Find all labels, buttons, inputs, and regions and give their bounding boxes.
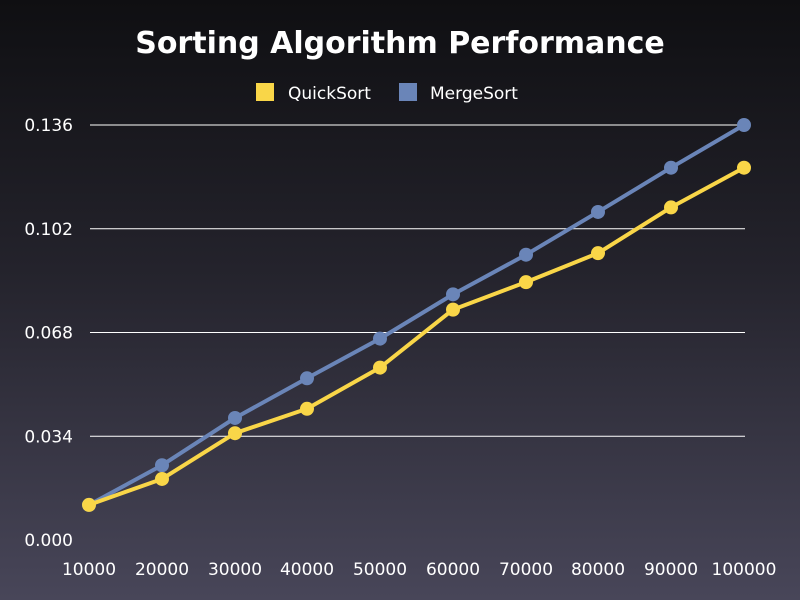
chart-title: Sorting Algorithm Performance: [135, 26, 665, 61]
legend-label-quicksort: QuickSort: [288, 84, 371, 104]
data-point-mergesort: [591, 204, 605, 219]
x-tick-label: 70000: [499, 560, 553, 580]
x-tick-label: 10000: [62, 560, 116, 580]
y-tick-label: 0.068: [24, 324, 73, 344]
x-tick-label: 80000: [571, 560, 625, 580]
data-point-quicksort: [300, 401, 314, 416]
data-point-mergesort: [300, 371, 314, 386]
data-point-mergesort: [155, 458, 169, 473]
y-axis: 0.000 0.034 0.068 0.102 0.136: [24, 116, 73, 551]
legend-swatch-quicksort: [256, 83, 274, 101]
data-point-quicksort: [737, 160, 751, 175]
x-tick-label: 30000: [208, 560, 262, 580]
data-point-mergesort: [373, 331, 387, 346]
data-point-quicksort: [591, 246, 605, 261]
data-point-quicksort: [155, 471, 169, 486]
y-tick-label: 0.034: [24, 427, 73, 447]
series-line-mergesort: [87, 123, 746, 507]
data-point-mergesort: [519, 247, 533, 262]
y-tick-label: 0.000: [24, 531, 73, 551]
x-tick-label: 100000: [712, 560, 777, 580]
legend-swatch-mergesort: [399, 83, 417, 101]
data-point-mergesort: [446, 287, 460, 302]
plot-series: [82, 118, 751, 512]
data-point-mergesort: [664, 160, 678, 175]
x-tick-label: 60000: [426, 560, 480, 580]
x-axis: 10000 20000 30000 40000 50000 60000 70000 80000…: [62, 560, 777, 580]
series-mergesort: [82, 118, 751, 512]
x-tick-label: 50000: [353, 560, 407, 580]
data-point-quicksort: [664, 200, 678, 215]
legend: QuickSort MergeSort: [256, 83, 518, 104]
y-tick-label: 0.102: [24, 220, 73, 240]
data-point-quicksort: [446, 302, 460, 317]
x-tick-label: 40000: [280, 560, 334, 580]
data-point-mergesort: [737, 118, 751, 132]
data-point-mergesort: [228, 410, 242, 425]
y-tick-label: 0.136: [24, 116, 73, 136]
series-quicksort: [82, 160, 751, 512]
data-point-quicksort: [228, 426, 242, 441]
series-line-quicksort: [87, 165, 746, 507]
data-point-quicksort: [373, 360, 387, 375]
legend-label-mergesort: MergeSort: [430, 84, 518, 104]
data-point-quicksort: [82, 497, 96, 512]
gridlines: [90, 124, 745, 437]
x-tick-label: 20000: [135, 560, 189, 580]
x-tick-label: 90000: [644, 560, 698, 580]
data-point-quicksort: [519, 275, 533, 290]
